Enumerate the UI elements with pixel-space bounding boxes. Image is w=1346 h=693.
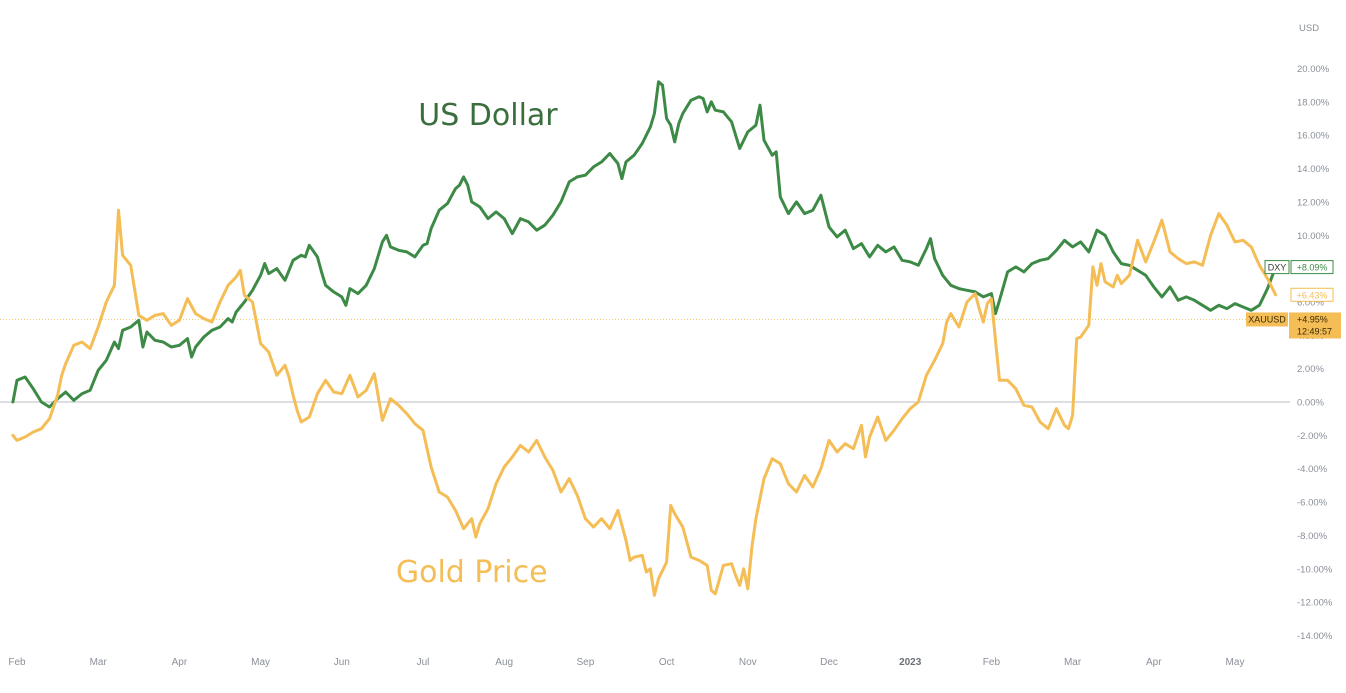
x-axis: Feb Mar Apr May Jun Jul Aug Sep Oct Nov Dec 2023 Feb… [8, 657, 1244, 668]
x-tick-label: Feb [8, 657, 26, 668]
x-tick-label: Sep [577, 657, 595, 668]
x-tick-label: Jun [334, 657, 350, 668]
series-group [11, 80, 1278, 597]
xauusd-time-label: 12:49:57 [1297, 326, 1332, 336]
x-tick-label: Aug [495, 657, 513, 668]
y-tick-label: 20.00% [1297, 64, 1330, 75]
y-tick-label: -8.00% [1297, 531, 1328, 542]
y-tick-label: 12.00% [1297, 197, 1330, 208]
x-tick-label: Feb [983, 657, 1001, 668]
xauusd-value-badge [1289, 312, 1341, 339]
dxy-ticker-badge [1264, 260, 1290, 275]
y-axis-unit-label: USD [1299, 23, 1319, 34]
series-line-dxy [11, 80, 1278, 409]
y-tick-label: 10.00% [1297, 231, 1330, 242]
gold-value-badge [1290, 287, 1334, 302]
annotations-group: US Dollar Gold Price [396, 98, 558, 590]
x-tick-label: Apr [1146, 657, 1162, 668]
y-tick-label: -6.00% [1297, 498, 1328, 509]
y-tick-label: 6.00% [1297, 297, 1324, 308]
dxy-value-label: +8.09% [1297, 263, 1328, 273]
y-tick-label: -4.00% [1297, 464, 1328, 475]
series-line-xauusd [11, 208, 1278, 597]
y-tick-label: -12.00% [1297, 598, 1333, 609]
dxy-ticker-label: DXY [1268, 263, 1287, 273]
y-tick-label: 14.00% [1297, 164, 1330, 175]
chart-annotation-us-dollar: US Dollar [418, 98, 558, 133]
x-tick-label: Mar [90, 657, 108, 668]
y-tick-label: -10.00% [1297, 564, 1333, 575]
y-tick-label: 16.00% [1297, 131, 1330, 142]
chart-annotation-gold-price: Gold Price [396, 555, 548, 590]
gold-value-label: +6.43% [1297, 290, 1328, 300]
x-tick-label: Apr [172, 657, 188, 668]
x-tick-label: May [1226, 657, 1245, 668]
x-tick-label: Nov [739, 657, 757, 668]
y-tick-label: -14.00% [1297, 631, 1333, 642]
x-tick-label: Dec [820, 657, 838, 668]
y-tick-label: 18.00% [1297, 97, 1330, 108]
price-badges: DXY +8.09% +6.43% XAUUSD +4.95%12:49:57 [1246, 260, 1341, 339]
xauusd-ticker-label: XAUUSD [1248, 315, 1286, 325]
xauusd-value-label: +4.95% [1297, 315, 1328, 325]
x-tick-label: Jul [417, 657, 430, 668]
y-tick-label: 2.00% [1297, 364, 1324, 375]
x-tick-label: 2023 [899, 657, 922, 668]
y-tick-label: 0.00% [1297, 398, 1324, 409]
dxy-value-badge [1290, 260, 1334, 275]
x-tick-label: Oct [659, 657, 675, 668]
xauusd-ticker-badge [1246, 312, 1288, 327]
x-tick-label: May [251, 657, 270, 668]
y-tick-label: -2.00% [1297, 431, 1328, 442]
x-tick-label: Mar [1064, 657, 1082, 668]
